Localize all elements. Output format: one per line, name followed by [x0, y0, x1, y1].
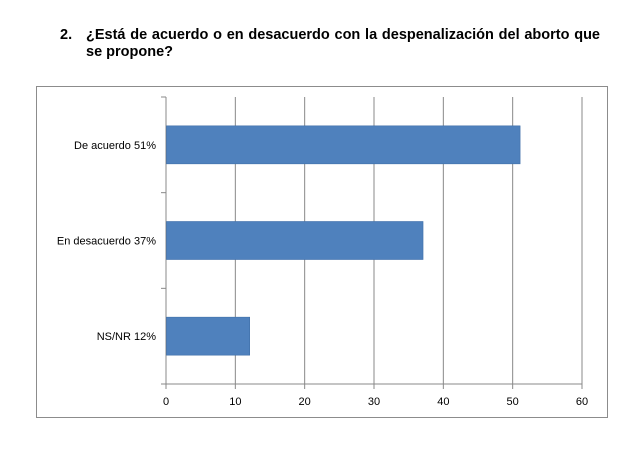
question-heading: 2. ¿Está de acuerdo o en desacuerdo con … [60, 27, 600, 61]
x-tick-label: 50 [507, 396, 519, 408]
category-label: De acuerdo 51% [74, 140, 156, 152]
question-text: ¿Está de acuerdo o en desacuerdo con la … [86, 27, 600, 60]
category-label: NS/NR 12% [97, 331, 157, 343]
question-number: 2. [60, 27, 73, 43]
bar [166, 316, 250, 356]
x-tick-label: 10 [229, 396, 241, 408]
x-tick-label: 20 [299, 396, 311, 408]
category-label: En desacuerdo 37% [57, 236, 156, 248]
x-tick-label: 30 [368, 396, 380, 408]
x-tick-label: 60 [576, 396, 588, 408]
x-tick-label: 40 [437, 396, 449, 408]
bar [166, 125, 521, 165]
x-tick-label: 0 [163, 396, 169, 408]
bar [166, 221, 424, 260]
